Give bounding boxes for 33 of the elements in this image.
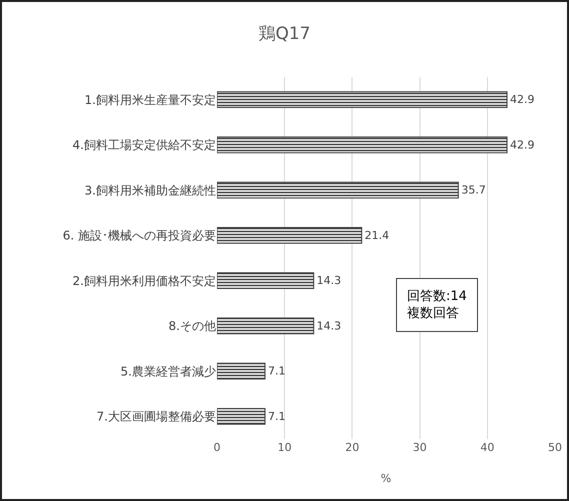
data-label: 42.9	[510, 138, 534, 152]
x-tick-label: 50	[548, 441, 562, 454]
x-tick-label: 0	[214, 441, 220, 454]
bar	[217, 272, 314, 290]
annotation: 回答数:14 複数回答	[407, 289, 467, 321]
x-tick-label: 10	[278, 441, 292, 454]
y-tick-label: 2.飼料用米利用価格不安定	[72, 274, 216, 288]
y-tick-label: 8.その他	[168, 319, 216, 334]
x-tick-label: 30	[412, 441, 427, 454]
x-axis-title: %	[380, 472, 392, 485]
bar	[217, 91, 508, 108]
y-tick-label: 1.飼料用米生産量不安定	[84, 92, 216, 107]
bar	[217, 362, 266, 380]
bar	[217, 317, 314, 334]
data-label: 14.3	[316, 319, 342, 332]
data-label: 35.7	[461, 184, 486, 197]
data-label: 14.3	[316, 274, 342, 288]
data-label: 21.4	[364, 228, 390, 242]
chart-title: 鶏Q17	[258, 24, 311, 44]
y-tick-label: 4.飼料工場安定供給不安定	[72, 138, 216, 152]
bar	[217, 226, 362, 244]
y-tick-label: 6. 施設･機械への再投資必要	[62, 228, 216, 243]
bar	[217, 182, 459, 199]
data-label: 42.9	[510, 93, 534, 106]
y-tick-label: 5.農業経営者減少	[120, 364, 216, 378]
data-label: 7.1	[268, 364, 286, 378]
y-tick-label: 3.飼料用米補助金継続性	[84, 183, 216, 198]
data-label: 7.1	[268, 410, 286, 423]
y-tick-label: 7.大区画圃場整備必要	[96, 410, 216, 424]
bar	[217, 408, 266, 425]
bar	[217, 136, 508, 154]
x-tick-label: 20	[345, 441, 360, 454]
x-tick-label: 40	[480, 441, 494, 454]
